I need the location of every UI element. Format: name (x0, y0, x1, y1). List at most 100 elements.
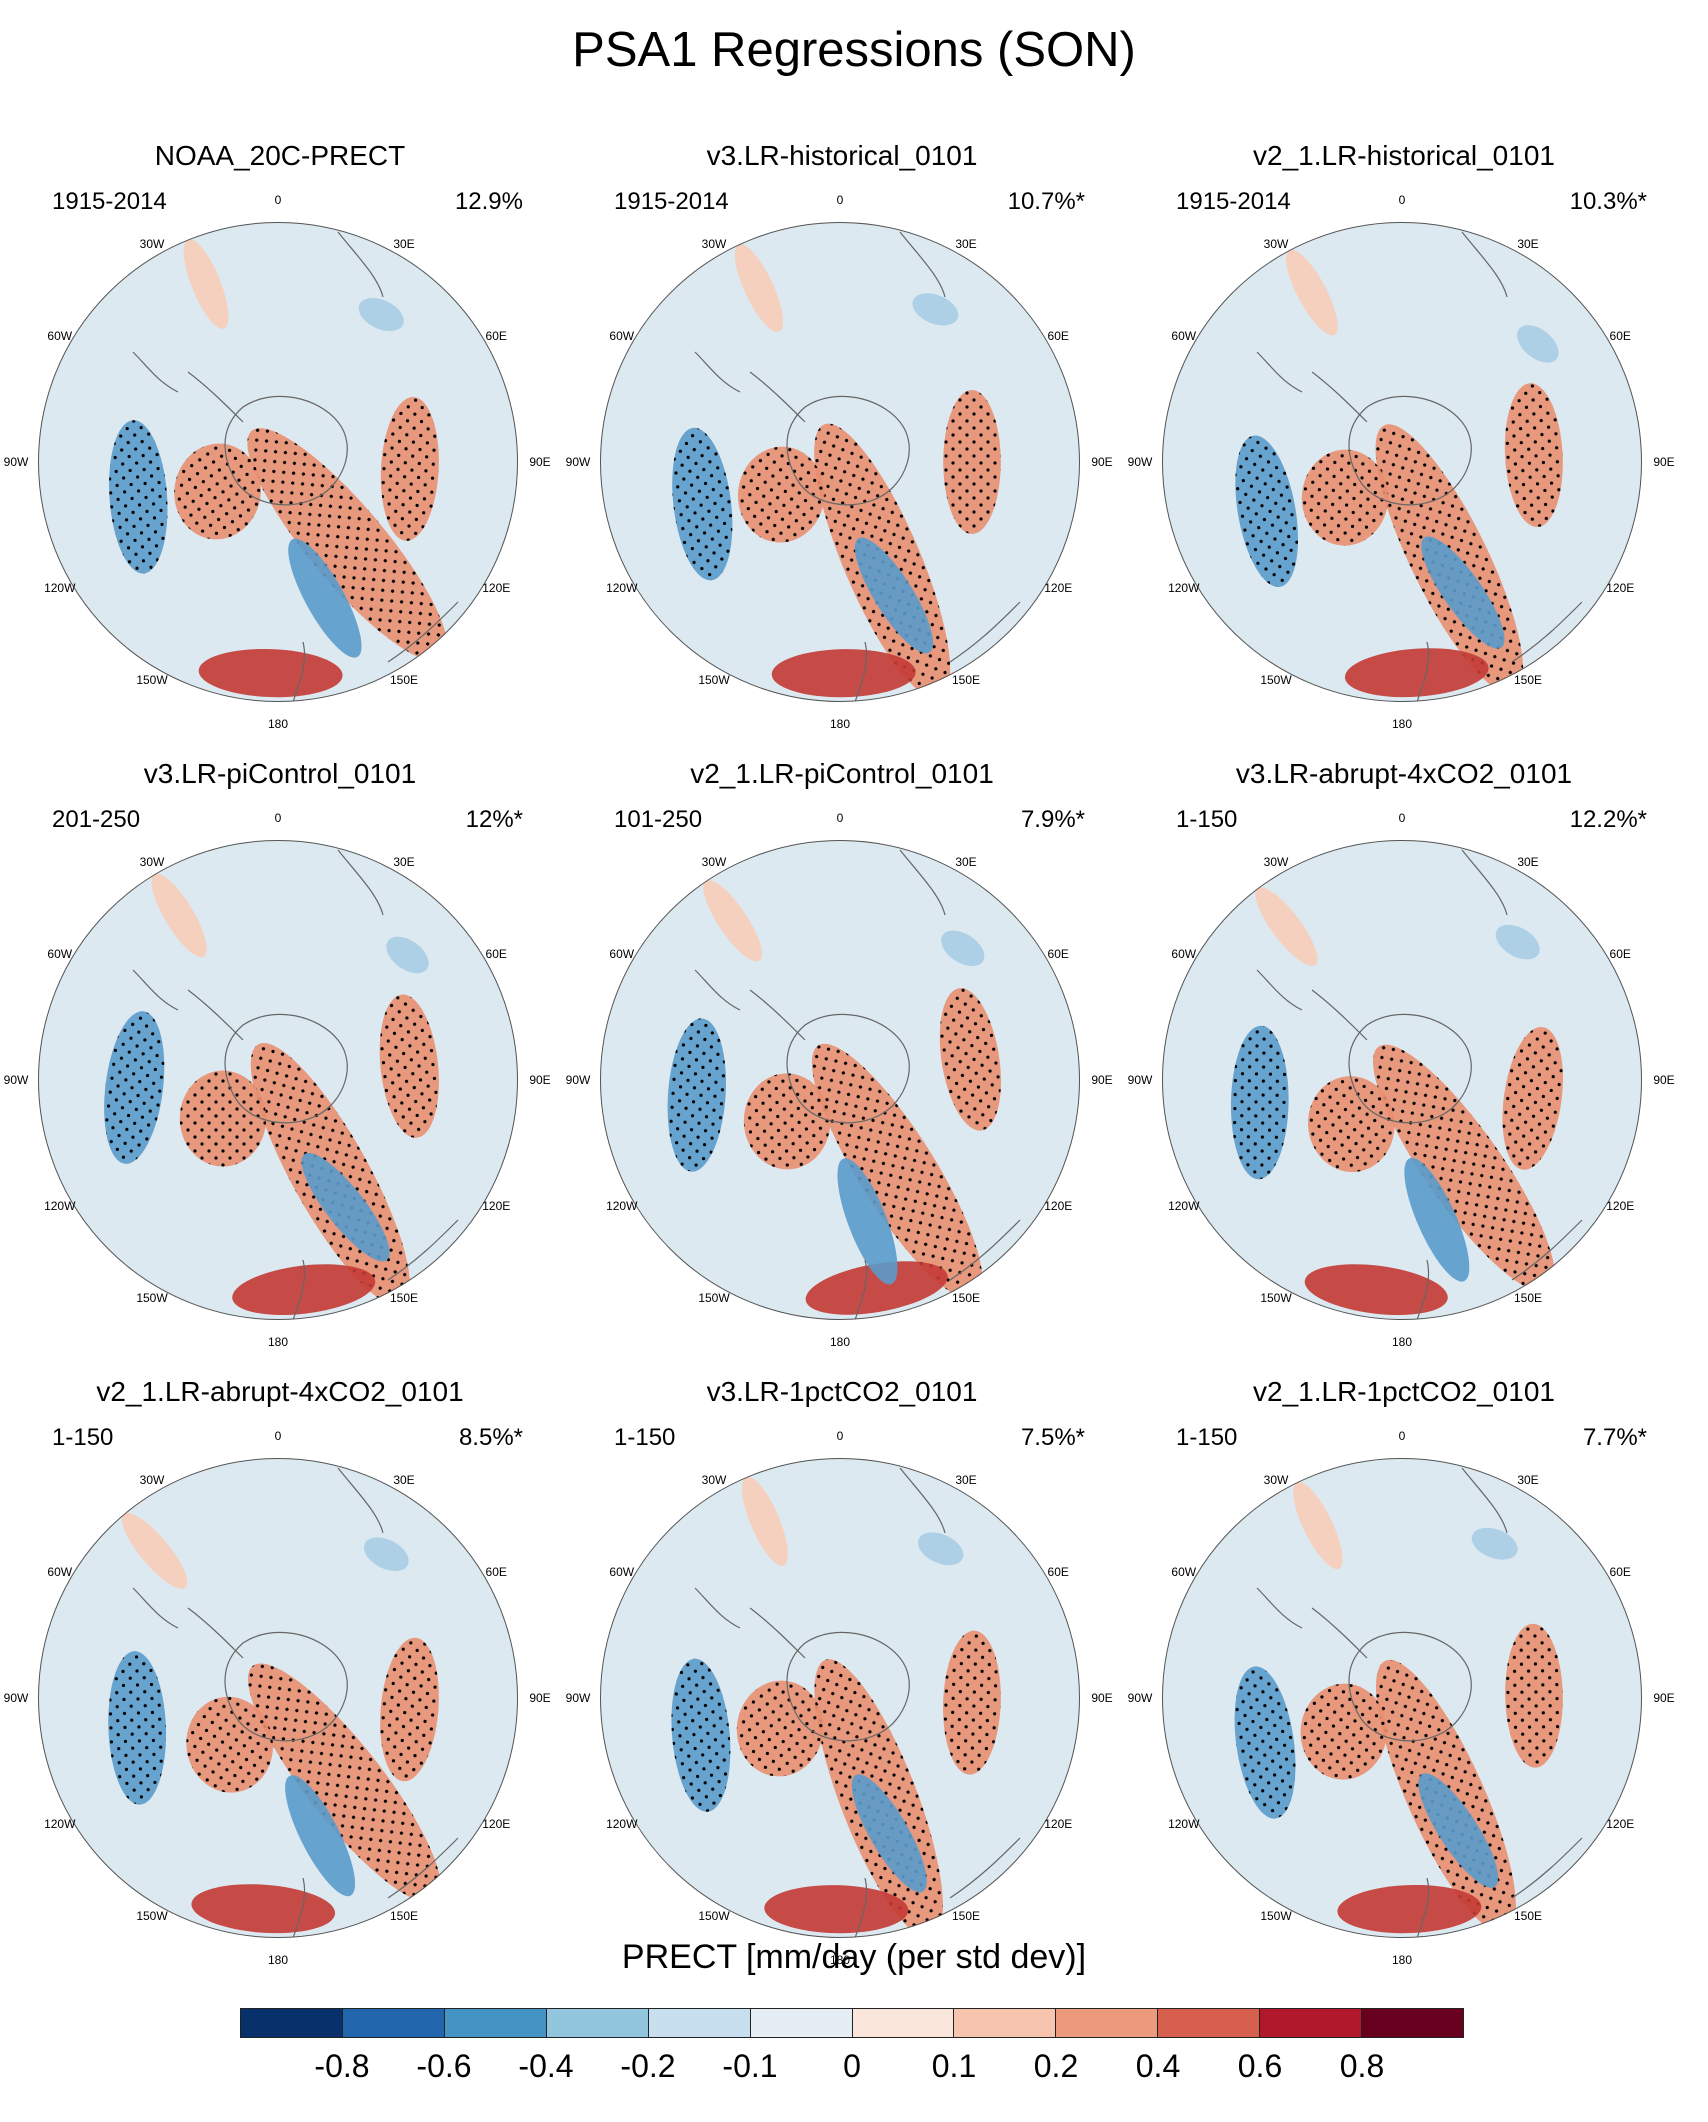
anomaly-region (1418, 1773, 1499, 1888)
map-boundary (1162, 1458, 1642, 1938)
map-panel: v3.LR-historical_0101 1915-2014 10.7%* 0 30E… (562, 140, 1122, 740)
continent-coastline (1256, 1587, 1303, 1629)
panel-title: NOAA_20C-PRECT (154, 140, 406, 171)
continent-coastline (292, 1259, 306, 1320)
anomaly-region (285, 1775, 356, 1897)
longitude-label: 60W (1171, 329, 1197, 343)
longitude-label: 120E (1606, 1817, 1635, 1831)
panel-title: v3.LR-1pctCO2_0101 (706, 1376, 978, 1407)
longitude-label: 90E (1091, 1691, 1113, 1705)
colorbar-swatch (954, 2009, 1057, 2037)
longitude-label: 30E (393, 1472, 415, 1487)
panel-title: v3.LR-piControl_0101 (143, 758, 417, 789)
polar-map (38, 1458, 518, 1938)
antarctica-coastline (786, 1013, 910, 1124)
significance-stippling (943, 1630, 1001, 1775)
longitude-label: 60E (1047, 1565, 1069, 1579)
anomaly-region (121, 1513, 188, 1589)
significance-stippling (1301, 449, 1389, 546)
longitude-label: 0 (1398, 1429, 1406, 1443)
antarctica-coastline (1348, 1631, 1472, 1742)
longitude-label: 180 (267, 717, 289, 731)
longitude-label: 60W (609, 947, 635, 961)
colorbar-tick-label: -0.8 (314, 2048, 370, 2084)
longitude-label: 120W (1168, 1817, 1200, 1831)
longitude-label: 0 (274, 811, 282, 825)
anomaly-region (912, 293, 959, 326)
longitude-label: 30E (393, 854, 415, 869)
panel-percent-variance: 7.5%* (1020, 1424, 1085, 1451)
colorbar-tick-label: -0.4 (518, 2048, 574, 2084)
longitude-label: 180 (829, 717, 851, 731)
continent-coastline (1511, 1837, 1583, 1899)
longitude-label: 60W (609, 1565, 635, 1579)
panel-percent-variance: 7.9%* (1020, 806, 1085, 833)
continent-coastline (854, 1259, 868, 1320)
continent-coastline (1461, 1467, 1508, 1534)
antarctica-coastline (224, 1013, 348, 1124)
anomaly-region (1344, 648, 1489, 698)
longitude-label: 0 (274, 193, 282, 207)
significance-stippling (108, 1651, 167, 1805)
colorbar-swatch (852, 2009, 955, 2037)
continent-coastline (337, 231, 384, 298)
significance-stippling (737, 446, 825, 543)
longitude-label: 120W (44, 1817, 76, 1831)
significance-stippling (1505, 1623, 1563, 1768)
longitude-label: 0 (836, 193, 844, 207)
significance-stippling (1234, 1666, 1296, 1819)
significance-stippling (672, 427, 733, 581)
longitude-label: 0 (1398, 193, 1406, 207)
panel-title: v2_1.LR-1pctCO2_0101 (1253, 1376, 1555, 1407)
panel-title: v2_1.LR-abrupt-4xCO2_0101 (96, 1376, 464, 1407)
map-boundary (600, 222, 1080, 702)
significance-stippling (671, 1658, 731, 1812)
continent-coastline (1416, 1877, 1430, 1938)
panel-percent-variance: 12%* (465, 806, 523, 833)
significance-stippling (1300, 1683, 1388, 1780)
continent-coastline (949, 1837, 1021, 1899)
continent-coastline (292, 1877, 306, 1938)
longitude-label: 120E (1044, 581, 1073, 595)
longitude-label: 60E (1609, 329, 1631, 343)
continent-coastline (1461, 849, 1508, 916)
polar-map (1162, 222, 1642, 702)
significance-stippling (1504, 383, 1563, 528)
continent-coastline (1416, 1259, 1430, 1320)
significance-stippling (743, 1073, 831, 1170)
longitude-label: 30W (1263, 236, 1289, 251)
significance-stippling (109, 420, 168, 574)
significance-stippling (1372, 1044, 1555, 1293)
significance-stippling (1502, 1026, 1563, 1170)
continent-coastline (899, 1467, 946, 1534)
longitude-label: 120E (1044, 1199, 1073, 1213)
continent-coastline (949, 601, 1021, 663)
continent-coastline (337, 1467, 384, 1534)
longitude-label: 90W (565, 1073, 591, 1087)
anomaly-region (151, 873, 207, 958)
longitude-label: 30W (701, 1472, 727, 1487)
map-panel: v2_1.LR-1pctCO2_0101 1-150 7.7%* 0 30E 60E 90E… (1124, 1376, 1684, 1976)
longitude-label: 60E (1047, 329, 1069, 343)
continent-coastline (387, 1837, 459, 1899)
anomaly-region (1471, 1527, 1518, 1560)
significance-stippling (736, 1680, 824, 1777)
panel-percent-variance: 10.7%* (1007, 188, 1085, 215)
longitude-label: 150W (136, 1291, 168, 1306)
anomaly-region (232, 1264, 376, 1316)
significance-stippling (186, 1696, 273, 1793)
colorbar-swatch (342, 2009, 445, 2037)
anomaly-region (358, 298, 404, 332)
longitude-label: 30E (1517, 236, 1539, 251)
panel-percent-variance: 7.7%* (1582, 1424, 1647, 1451)
anomaly-region (742, 1476, 788, 1566)
longitude-label: 180 (1391, 1335, 1413, 1349)
longitude-label: 150W (1260, 673, 1292, 688)
longitude-label: 30W (1263, 1472, 1289, 1487)
anomaly-region (805, 1261, 948, 1315)
longitude-label: 150W (136, 1909, 168, 1924)
longitude-label: 90W (3, 1073, 29, 1087)
peninsula-coastline (749, 371, 806, 423)
panel-period: 201-250 (52, 806, 141, 833)
antarctica-coastline (224, 1631, 348, 1742)
